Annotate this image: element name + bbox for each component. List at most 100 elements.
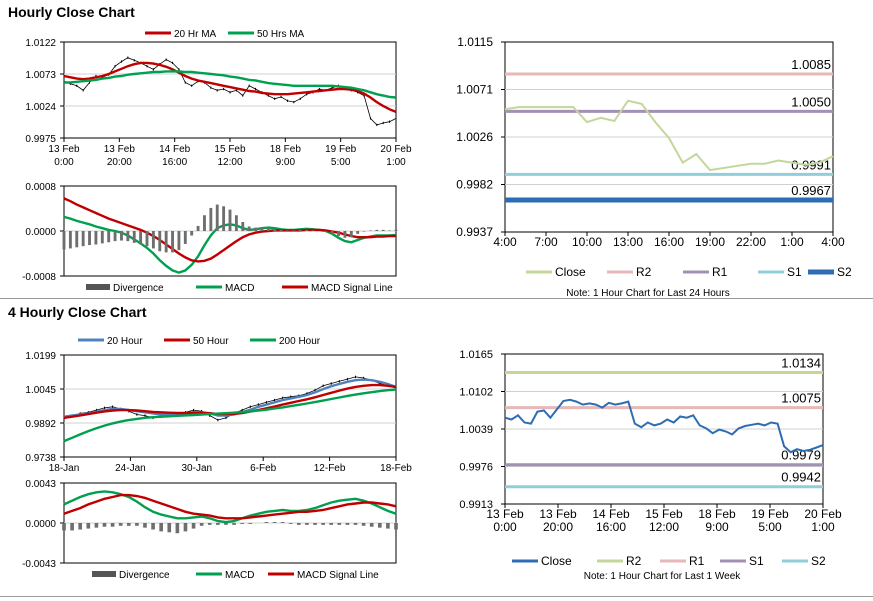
- four_hourly_price-ytick-label: 0.9892: [25, 419, 56, 430]
- hourly_pivot-ytick-label: 1.0115: [457, 35, 493, 49]
- four_hourly_macd-legend-label: MACD: [225, 570, 254, 581]
- hourly_macd-ytick-label: 0.0000: [25, 227, 56, 238]
- four_hourly_pivot-legend-label: Close: [541, 554, 572, 568]
- four_hourly_pivot-xtick-label: 14 Feb: [592, 507, 630, 521]
- four_hourly_macd-series-macd: [63, 490, 397, 524]
- four_hourly_pivot-ytick-label: 1.0039: [459, 424, 493, 436]
- four_hourly_pivot-xtick-label: 0:00: [493, 520, 517, 534]
- hourly_price-xtick-label: 9:00: [276, 157, 296, 168]
- hourly_price-series-20-hr-ma: [63, 61, 397, 114]
- hourly_macd-legend-label: MACD Signal Line: [311, 283, 393, 294]
- four_hourly_pivot-series-close: [504, 398, 824, 454]
- four_hourly_price-legend-label: 20 Hour: [107, 336, 143, 347]
- hourly_price-xtick-label: 16:00: [162, 157, 187, 168]
- hourly_price-xtick-label: 19 Feb: [325, 144, 357, 155]
- hourly_pivot-ytick-label: 0.9937: [456, 225, 493, 239]
- hourly-section-title: Hourly Close Chart: [8, 4, 135, 20]
- hourly_pivot-note: Note: 1 Hour Chart for Last 24 Hours: [566, 288, 729, 299]
- hourly_price-xtick-label: 20 Feb: [380, 144, 412, 155]
- four_hourly_macd-series-macd-signal-line: [63, 493, 397, 520]
- four_hourly_pivot-ytick-label: 1.0102: [459, 387, 493, 399]
- four_hourly_pivot-ytick-label: 0.9913: [459, 499, 493, 511]
- hourly_pivot-xtick-label: 7:00: [534, 235, 558, 249]
- four_hourly_pivot-xtick-label: 20 Feb: [804, 507, 842, 521]
- four_hourly_pivot-xtick-label: 9:00: [705, 520, 729, 534]
- hourly_price-xtick-label: 5:00: [331, 157, 351, 168]
- four_hourly_pivot-chart: 1.0165 1.0102 1.0039 0.9976 0.9913 13 Feb 0:00…: [459, 349, 842, 582]
- hourly_price-xtick-label: 20:00: [107, 157, 132, 168]
- four_hourly_pivot-ytick-label: 0.9976: [459, 462, 493, 474]
- hourly_price-ytick-label: 1.0024: [25, 102, 56, 113]
- four_hourly_pivot-legend-label: S2: [811, 554, 826, 568]
- four_hourly_price-frame: [63, 354, 397, 458]
- four_hourly_price-ytick-label: 1.0045: [25, 385, 56, 396]
- four_hourly_macd-ytick-label: 0.0000: [25, 519, 56, 530]
- four_hourly_pivot-legend-label: R2: [626, 554, 642, 568]
- hourly_pivot-legend-label: Close: [555, 265, 586, 279]
- four_hourly_price-ytick-label: 1.0199: [25, 351, 56, 362]
- hourly_pivot-xtick-label: 22:00: [736, 235, 766, 249]
- four_hourly_pivot-xtick-label: 19 Feb: [751, 507, 789, 521]
- section-divider: [0, 298, 873, 299]
- hourly_price-xtick-label: 0:00: [54, 157, 74, 168]
- hourly_pivot-xtick-label: 1:00: [780, 235, 804, 249]
- four_hourly_pivot-xtick-label: 15 Feb: [645, 507, 683, 521]
- four_hourly_pivot-xtick-label: 16:00: [596, 520, 626, 534]
- hourly_pivot-ytick-label: 1.0071: [456, 83, 493, 97]
- four_hourly_price-xtick-label: 30-Jan: [182, 463, 213, 474]
- four_hourly_pivot-level-label-r2: 1.0134: [781, 355, 821, 370]
- four_hourly_price-xtick-label: 6-Feb: [250, 463, 277, 474]
- four_hourly_pivot-xtick-label: 5:00: [758, 520, 782, 534]
- hourly_pivot-legend-label: S2: [837, 265, 852, 279]
- hourly_price-ytick-label: 1.0122: [25, 38, 56, 49]
- hourly_price-xtick-label: 14 Feb: [159, 144, 191, 155]
- four_hourly_macd-ytick-label: 0.0043: [25, 479, 56, 490]
- four_hourly_price-xtick-label: 18-Feb: [380, 463, 412, 474]
- four_hourly_price-xtick-label: 18-Jan: [49, 463, 80, 474]
- hourly_price-legend-label: 20 Hr MA: [174, 29, 217, 40]
- hourly_pivot-xtick-label: 19:00: [695, 235, 725, 249]
- hourly_pivot-xtick-label: 10:00: [572, 235, 602, 249]
- four_hourly_pivot-level-label-r1: 1.0075: [781, 391, 821, 406]
- hourly_pivot-level-label-s2: 0.9967: [791, 183, 831, 198]
- hourly_pivot-level-label-r1: 1.0050: [791, 94, 831, 109]
- four-hourly-section-title: 4 Hourly Close Chart: [8, 304, 147, 320]
- four_hourly_pivot-legend-label: S1: [749, 554, 764, 568]
- four_hourly_pivot-note: Note: 1 Hour Chart for Last 1 Week: [584, 571, 742, 582]
- four_hourly_price-legend-label: 200 Hour: [279, 336, 321, 347]
- hourly_pivot-ytick-label: 0.9982: [456, 178, 493, 192]
- hourly_price-xtick-label: 15 Feb: [214, 144, 246, 155]
- hourly_pivot-xtick-label: 16:00: [654, 235, 684, 249]
- four_hourly_pivot-ytick-label: 1.0165: [459, 349, 493, 361]
- hourly_macd-series-macd-signal-line: [63, 197, 396, 263]
- hourly_macd-legend-label: MACD: [225, 283, 254, 294]
- four_hourly_macd-chart: 0.0043 0.0000 -0.0043 Divergence MACD MACD Si…: [22, 479, 398, 581]
- hourly_price-xtick-label: 13 Feb: [48, 144, 80, 155]
- hourly_macd-legend-label: Divergence: [113, 283, 164, 294]
- four_hourly_price-legend-label: 50 Hour: [193, 336, 229, 347]
- four_hourly_macd-legend-label: MACD Signal Line: [297, 570, 379, 581]
- hourly_pivot-legend-label: R1: [712, 265, 728, 279]
- four_hourly_pivot-xtick-label: 1:00: [811, 520, 835, 534]
- hourly_price-ytick-label: 0.9975: [25, 134, 56, 145]
- four_hourly_macd-legend-label: Divergence: [119, 570, 170, 581]
- hourly_pivot-legend-label: R2: [636, 265, 652, 279]
- four_hourly_pivot-legend-label: R1: [689, 554, 705, 568]
- hourly_pivot-level-label-r2: 1.0085: [791, 57, 831, 72]
- hourly_pivot-ytick-label: 1.0026: [456, 130, 493, 144]
- four_hourly_price-xtick-label: 12-Feb: [314, 463, 346, 474]
- hourly_macd-chart: 0.0008 0.0000 -0.0008 Divergence MACD MACD Si…: [22, 182, 398, 294]
- four_hourly_pivot-xtick-label: 12:00: [649, 520, 679, 534]
- hourly_price-xtick-label: 18 Feb: [270, 144, 302, 155]
- four_hourly_pivot-level-label-s2: 0.9942: [781, 470, 821, 485]
- four_hourly_macd-ytick-label: -0.0043: [22, 559, 56, 570]
- four_hourly_pivot-xtick-label: 13 Feb: [539, 507, 577, 521]
- hourly_pivot-legend-label: S1: [787, 265, 802, 279]
- hourly_pivot-xtick-label: 4:00: [493, 235, 517, 249]
- four_hourly_pivot-xtick-label: 20:00: [543, 520, 573, 534]
- four_hourly_price-xtick-label: 24-Jan: [115, 463, 146, 474]
- four_hourly_pivot-xtick-label: 18 Feb: [698, 507, 736, 521]
- hourly_macd-ytick-label: -0.0008: [22, 272, 56, 283]
